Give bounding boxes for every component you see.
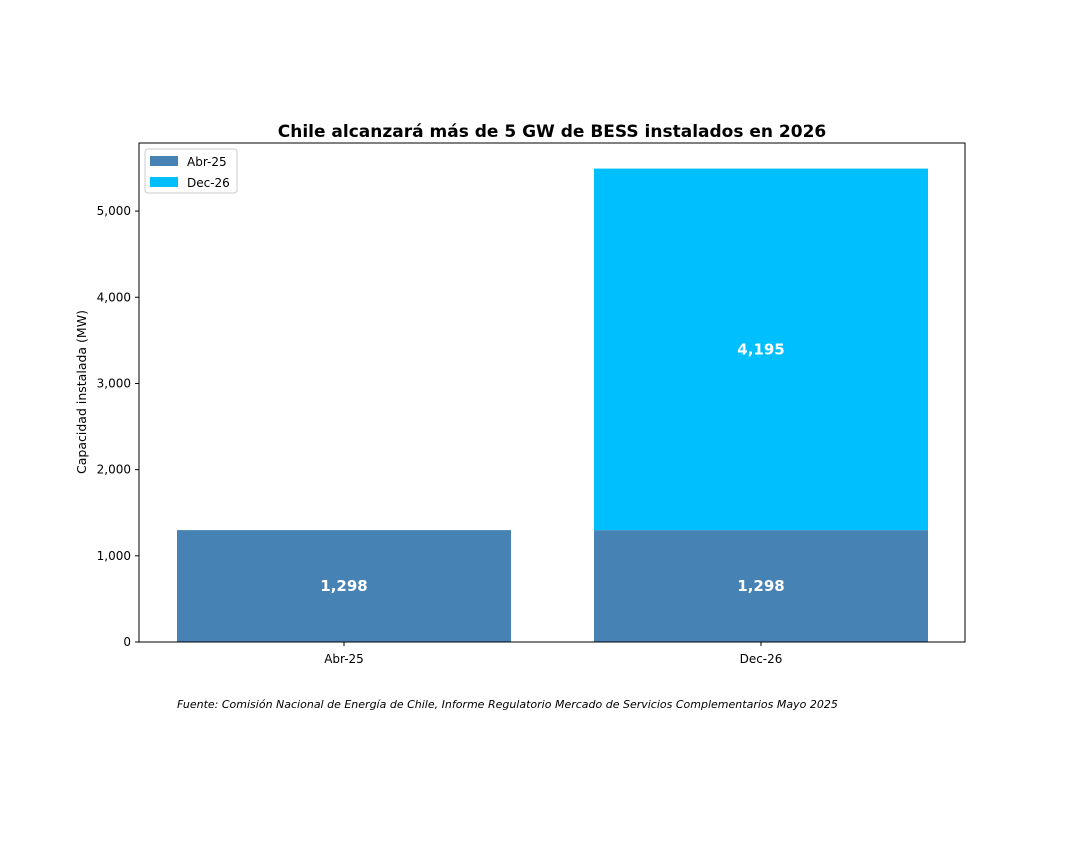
y-tick-label: 1,000 (97, 549, 131, 563)
y-axis-label: Capacidad instalada (MW) (74, 310, 89, 474)
bar-dec-26-dec-26 (594, 168, 928, 531)
legend-swatch (150, 156, 178, 166)
chart-title: Chile alcanzará más de 5 GW de BESS inst… (278, 122, 827, 142)
bar-value-label: 1,298 (320, 577, 367, 595)
legend: Abr-25 Dec-26 (144, 148, 238, 194)
bar-abr-25-dec-26 (594, 530, 928, 642)
y-tick-label: 4,000 (97, 290, 131, 304)
source-footnote: Fuente: Comisión Nacional de Energía de … (177, 698, 838, 711)
y-tick-label: 0 (123, 635, 131, 649)
legend-label: Abr-25 (187, 155, 227, 169)
y-tick-label: 2,000 (97, 463, 131, 477)
legend-swatch (150, 177, 178, 187)
legend-label: Dec-26 (187, 176, 230, 190)
y-tick-label: 5,000 (97, 204, 131, 218)
x-tick-label: Dec-26 (740, 652, 783, 666)
plot-area: 1,298 1,298 4,195 0 1,000 2,000 3,000 4,000 5,00… (97, 168, 928, 666)
bar-value-label: 1,298 (737, 577, 784, 595)
plot-frame (138, 142, 966, 643)
bar-value-label: 4,195 (737, 340, 784, 358)
y-tick-label: 3,000 (97, 376, 131, 390)
bar-abr-25-abr-25 (177, 530, 511, 642)
x-tick-label: Abr-25 (324, 652, 364, 666)
